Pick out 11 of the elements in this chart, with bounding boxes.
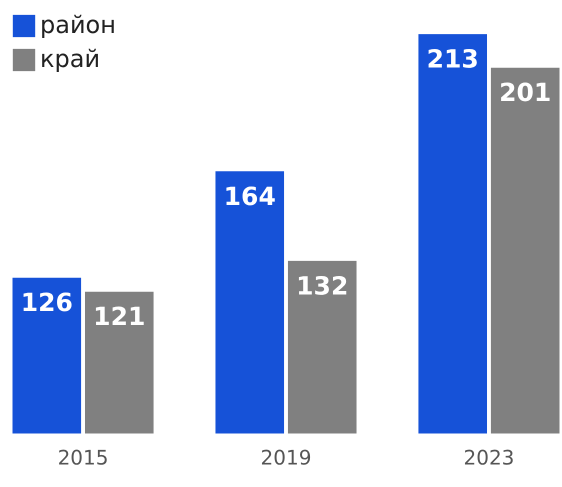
data-label: 201 [499,78,552,108]
x-tick-label: 2015 [58,446,108,470]
data-label: 164 [224,182,276,211]
data-label: 121 [93,302,146,332]
x-tick-label: 2023 [464,446,514,470]
legend-label: район [40,11,116,39]
x-tick-label: 2019 [260,446,312,470]
data-label: 132 [296,271,348,300]
data-label: 213 [426,44,479,74]
data-label: 126 [20,288,73,318]
legend-label: край [40,45,100,73]
